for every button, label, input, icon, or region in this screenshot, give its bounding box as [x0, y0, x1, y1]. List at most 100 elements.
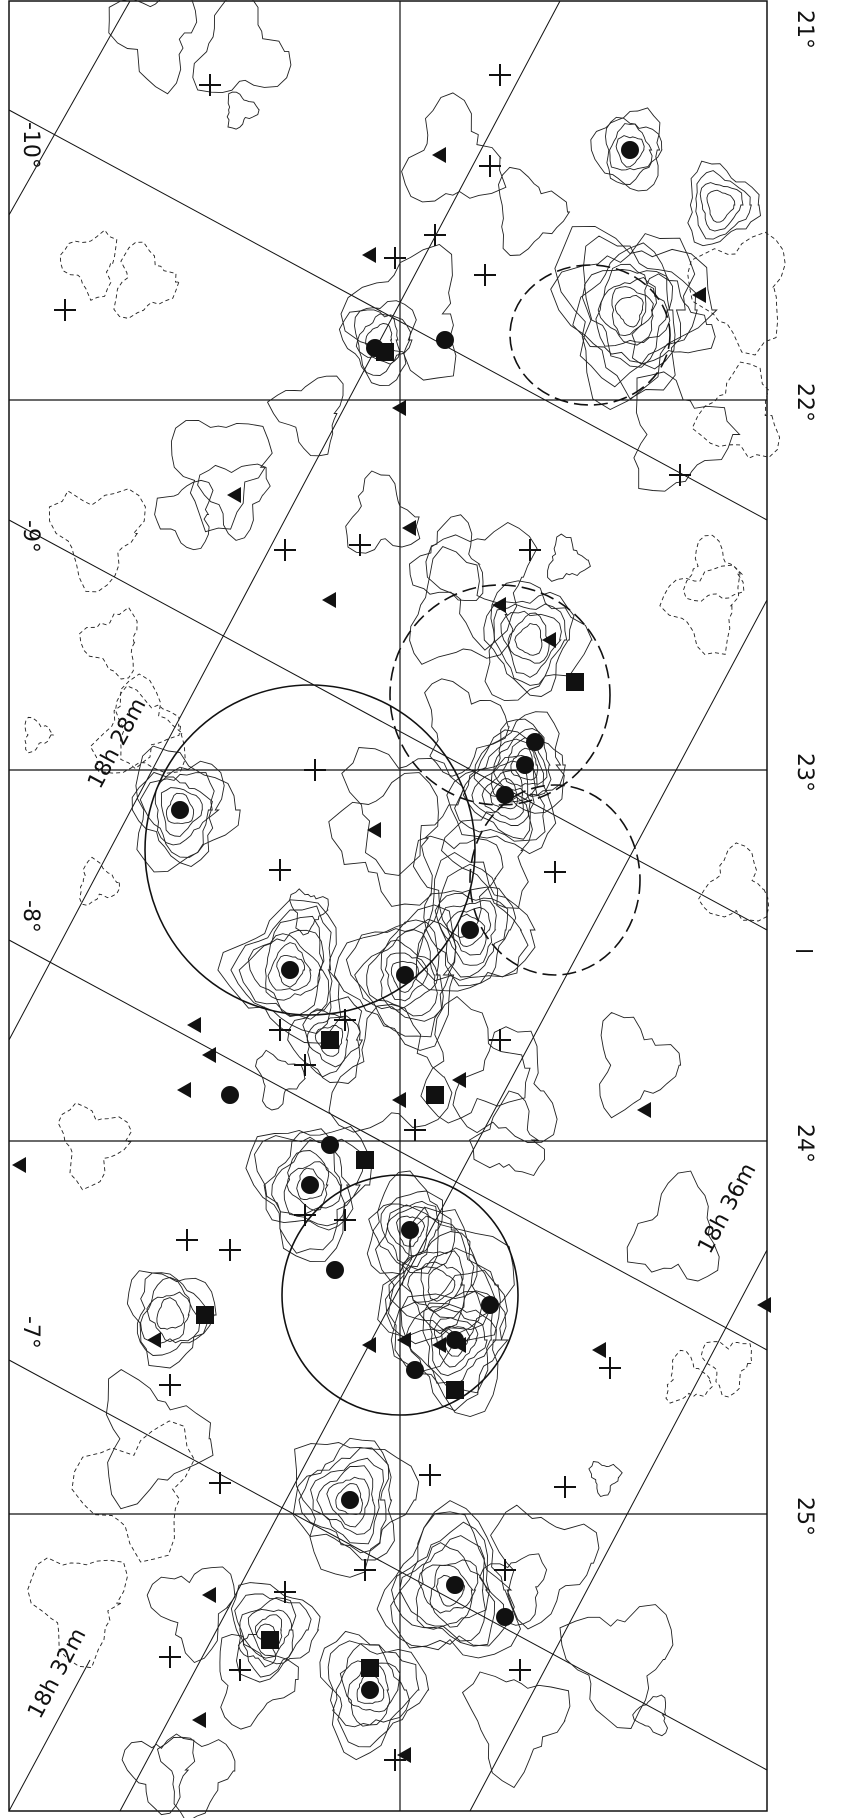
source-dot: [401, 1221, 419, 1239]
contour: [408, 1251, 465, 1318]
source-triangle: [432, 1337, 446, 1353]
source-triangle: [392, 1092, 406, 1108]
source-square: [566, 673, 584, 691]
longitude-label: 25°: [792, 1497, 817, 1536]
source-cross: [489, 64, 511, 86]
source-cross: [474, 264, 496, 286]
contour: [346, 471, 420, 553]
source-triangle: [147, 1332, 161, 1348]
source-square: [356, 1151, 374, 1169]
longitude-label: 21°: [792, 10, 817, 49]
source-cross: [159, 1646, 181, 1668]
source-triangle: [202, 1047, 216, 1063]
contour: [268, 376, 344, 456]
source-triangle: [12, 1157, 26, 1173]
source-cross: [544, 861, 566, 883]
contour: [80, 857, 120, 905]
contour: [392, 1522, 495, 1646]
source-dot: [406, 1361, 424, 1379]
contour: [508, 613, 549, 663]
source-cross: [419, 1464, 441, 1486]
source-dot: [461, 921, 479, 939]
equatorial-grid: [9, 1, 767, 1811]
contour: [589, 1462, 622, 1497]
region-circle: [390, 585, 610, 805]
ra-line: [9, 1, 130, 215]
source-triangle: [187, 1017, 201, 1033]
contour: [548, 534, 591, 581]
contours: [25, 0, 785, 1818]
source-dot: [361, 1681, 379, 1699]
source-triangle: [402, 520, 416, 536]
longitude-label: 24°: [792, 1124, 817, 1163]
source-triangle: [592, 1342, 606, 1358]
declination-line: [9, 1360, 767, 1770]
source-triangle: [192, 1712, 206, 1728]
contour: [633, 1695, 668, 1736]
source-cross: [669, 464, 691, 486]
source-dot: [396, 966, 414, 984]
contour: [419, 1560, 478, 1627]
contour: [600, 1013, 681, 1118]
contour: [453, 1027, 557, 1143]
contour: [421, 1262, 462, 1312]
contour: [114, 242, 179, 318]
contour: [470, 1091, 545, 1176]
source-triangle: [202, 1587, 216, 1603]
region-outlines: [145, 265, 670, 1415]
map-frame: [9, 1, 767, 1811]
contour-map: 21° 22° 23° 24° 25° l -10° -9° -8° -7° 1…: [0, 0, 865, 1818]
contour: [109, 0, 197, 94]
source-cross: [219, 1239, 241, 1261]
source-square: [446, 1381, 464, 1399]
source-triangle: [397, 1332, 411, 1348]
source-cross: [209, 1472, 231, 1494]
source-dot: [321, 1136, 339, 1154]
contour: [158, 1737, 235, 1818]
source-dot: [446, 1576, 464, 1594]
source-triangle: [692, 287, 706, 303]
source-dot: [621, 141, 639, 159]
contour: [580, 236, 697, 387]
source-dot: [516, 756, 534, 774]
source-square: [361, 1659, 379, 1677]
source-dot: [526, 733, 544, 751]
source-dot: [301, 1176, 319, 1194]
contour: [555, 226, 717, 409]
contour: [699, 843, 769, 921]
source-cross: [304, 759, 326, 781]
source-dot: [341, 1491, 359, 1509]
contour: [666, 1350, 712, 1403]
source-cross: [384, 247, 406, 269]
contour: [499, 167, 570, 255]
source-triangle: [362, 247, 376, 263]
contour: [402, 93, 506, 202]
source-dot: [496, 786, 514, 804]
contour: [147, 1567, 235, 1663]
contour: [227, 92, 259, 129]
contour: [25, 717, 53, 753]
latitude-label: -9°: [18, 520, 43, 553]
contour: [246, 1126, 371, 1261]
contour: [256, 1050, 306, 1110]
contour: [615, 295, 643, 327]
contour: [72, 1421, 194, 1562]
contour: [58, 1103, 131, 1190]
source-cross: [54, 299, 76, 321]
source-dot: [481, 1296, 499, 1314]
contour: [341, 245, 456, 381]
source-triangle: [227, 487, 241, 503]
coordinate-grid: [9, 1, 767, 1811]
contour: [290, 889, 329, 935]
source-cross: [274, 539, 296, 561]
source-cross: [274, 1581, 296, 1603]
contour: [155, 480, 213, 549]
source-triangle: [637, 1102, 651, 1118]
source-triangle: [392, 400, 406, 416]
contour: [660, 565, 740, 654]
contour: [421, 997, 530, 1123]
source-triangle: [452, 1072, 466, 1088]
source-cross: [294, 1054, 316, 1076]
contour: [426, 523, 537, 651]
contour: [171, 420, 272, 531]
